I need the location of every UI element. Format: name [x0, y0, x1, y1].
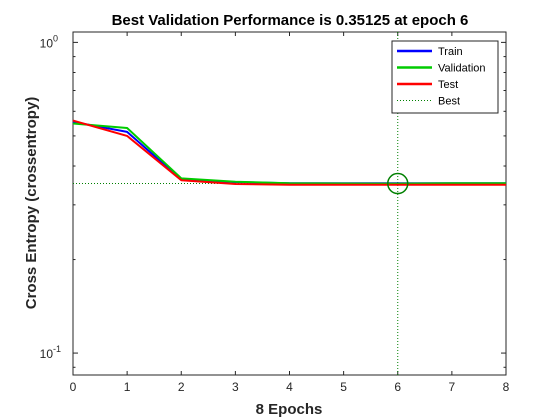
x-tick-label: 3 — [232, 380, 239, 394]
y-tick-label-exponent: 0 — [53, 33, 58, 43]
legend-label-test: Test — [438, 79, 458, 91]
x-axis-label: 8 Epochs — [256, 401, 323, 418]
legend-label-best: Best — [438, 96, 460, 108]
series-line-test — [72, 119, 506, 186]
x-tick-label: 0 — [70, 380, 77, 394]
x-tick-label: 2 — [178, 380, 185, 394]
y-tick-label-base: 10 — [40, 36, 54, 50]
x-tick-label: 1 — [124, 380, 131, 394]
x-tick-label: 4 — [286, 380, 293, 394]
best-point-circle — [387, 172, 409, 195]
x-axis: 0 1 2 3 4 5 6 7 8 — [70, 32, 510, 394]
chart-title: Best Validation Performance is 0.35125 a… — [112, 12, 469, 29]
y-tick-label-exponent: -1 — [53, 344, 61, 354]
legend-label-validation: Validation — [438, 63, 486, 75]
x-tick-label: 7 — [449, 380, 456, 394]
series-line-validation — [72, 122, 506, 185]
legend-label-train: Train — [438, 46, 463, 58]
x-tick-label: 6 — [394, 380, 401, 394]
series-lines — [72, 119, 506, 195]
x-tick-label: 8 — [503, 380, 510, 394]
y-axis-label: Cross Entropy (crossentropy) — [23, 97, 40, 310]
legend: Train Validation Test Best — [391, 40, 499, 114]
x-tick-label: 5 — [340, 380, 347, 394]
y-tick-label-base: 10 — [40, 347, 54, 361]
